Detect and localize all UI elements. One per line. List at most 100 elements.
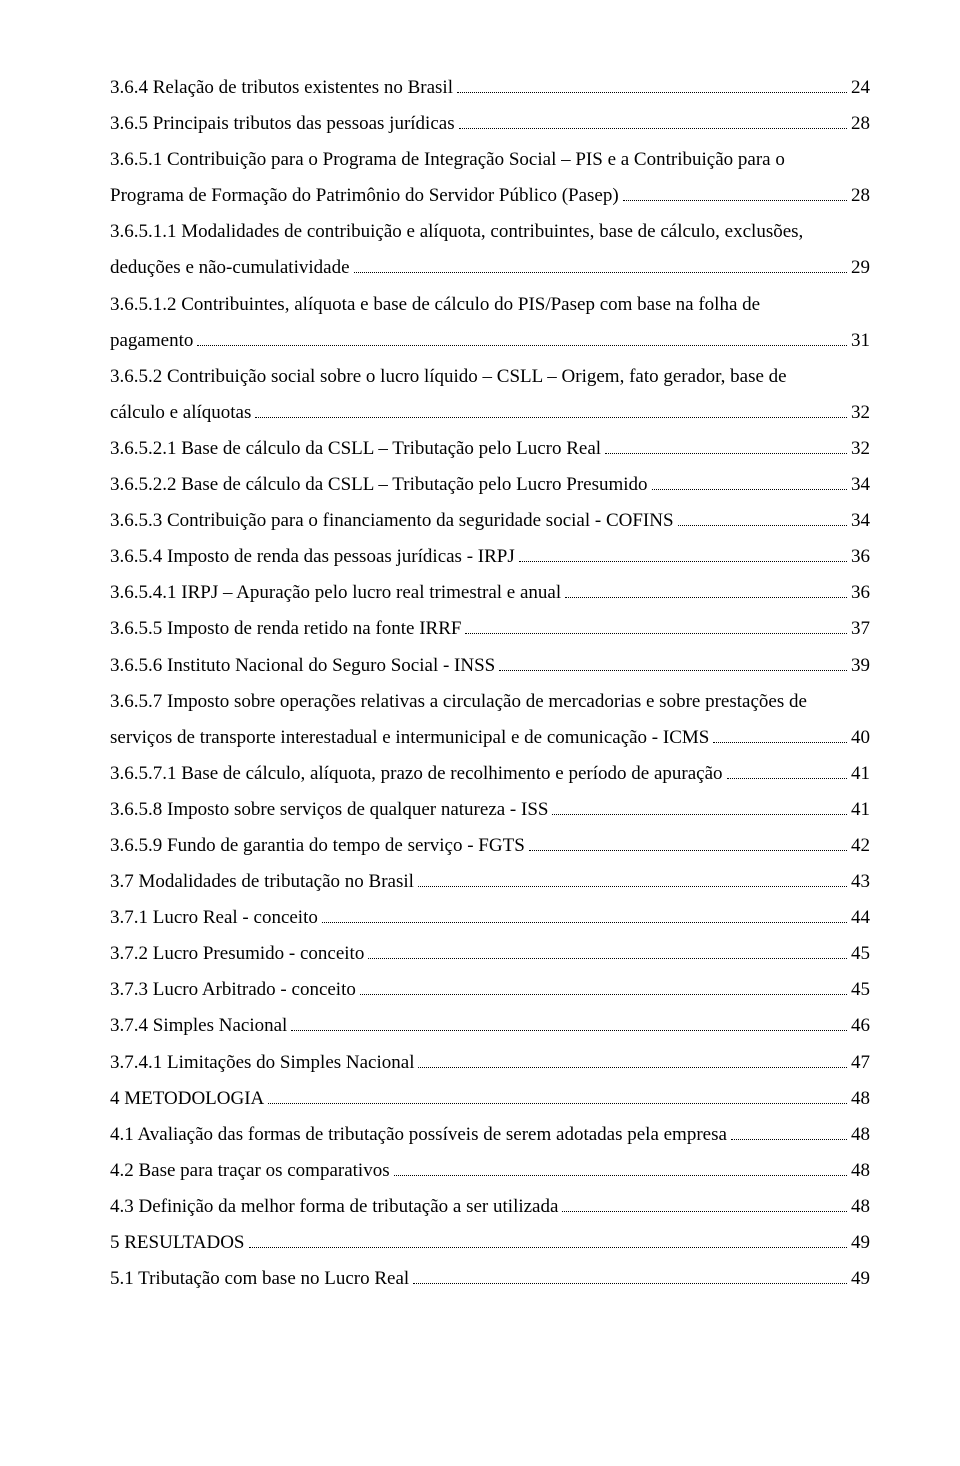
toc-entry: 3.6.5.5 Imposto de renda retido na fonte… <box>110 611 870 647</box>
toc-leader <box>731 1124 847 1139</box>
toc-entry: 4 METODOLOGIA48 <box>110 1081 870 1117</box>
toc-page-number: 43 <box>851 864 870 900</box>
toc-entry-line: 3.6.5.1.1 Modalidades de contribuição e … <box>110 214 870 250</box>
toc-entry: 3.6.5.6 Instituto Nacional do Seguro Soc… <box>110 648 870 684</box>
toc-entry: 3.7.2 Lucro Presumido - conceito45 <box>110 936 870 972</box>
toc-entry-text: Programa de Formação do Patrimônio do Se… <box>110 178 619 214</box>
toc-page: 3.6.4 Relação de tributos existentes no … <box>0 0 960 1466</box>
toc-page-number: 34 <box>851 503 870 539</box>
toc-page-number: 37 <box>851 611 870 647</box>
toc-entry-text: 3.6.5.4 Imposto de renda das pessoas jur… <box>110 539 515 575</box>
toc-entry: 3.7.4 Simples Nacional 46 <box>110 1008 870 1044</box>
toc-page-number: 24 <box>851 70 870 106</box>
toc-entry: 3.7 Modalidades de tributação no Brasil 4… <box>110 864 870 900</box>
toc-leader <box>519 547 847 562</box>
toc-leader <box>727 764 847 779</box>
toc-entry: 3.6.5.7.1 Base de cálculo, alíquota, pra… <box>110 756 870 792</box>
toc-entry: 3.6.5.3 Contribuição para o financiament… <box>110 503 870 539</box>
toc-entry: 3.6.5.2.2 Base de cálculo da CSLL – Trib… <box>110 467 870 503</box>
toc-entry: 5 RESULTADOS 49 <box>110 1225 870 1261</box>
toc-leader <box>322 908 847 923</box>
toc-page-number: 45 <box>851 972 870 1008</box>
toc-entry-text: 3.7.3 Lucro Arbitrado - conceito <box>110 972 356 1008</box>
toc-entry: 3.7.3 Lucro Arbitrado - conceito 45 <box>110 972 870 1008</box>
toc-leader <box>678 511 847 526</box>
toc-page-number: 28 <box>851 106 870 142</box>
toc-entry-text: 3.6.5.9 Fundo de garantia do tempo de se… <box>110 828 525 864</box>
toc-page-number: 32 <box>851 395 870 431</box>
toc-entry-line: 3.6.5.7 Imposto sobre operações relativa… <box>110 684 870 720</box>
toc-leader <box>413 1269 847 1284</box>
toc-page-number: 28 <box>851 178 870 214</box>
toc-entry-text: cálculo e alíquotas <box>110 395 251 431</box>
toc-entry: 4.2 Base para traçar os comparativos48 <box>110 1153 870 1189</box>
toc-leader <box>552 800 847 815</box>
toc-entry: 3.6.5.9 Fundo de garantia do tempo de se… <box>110 828 870 864</box>
toc-entry-text: 4.1 Avaliação das formas de tributação p… <box>110 1117 727 1153</box>
toc-page-number: 31 <box>851 323 870 359</box>
toc-entry-text: 3.6.5.2.1 Base de cálculo da CSLL – Trib… <box>110 431 601 467</box>
toc-entry: 5.1 Tributação com base no Lucro Real49 <box>110 1261 870 1297</box>
toc-page-number: 36 <box>851 539 870 575</box>
toc-entry-text: 3.6.5.8 Imposto sobre serviços de qualqu… <box>110 792 548 828</box>
toc-leader <box>565 583 847 598</box>
toc-page-number: 42 <box>851 828 870 864</box>
toc-entry: 3.6.5.8 Imposto sobre serviços de qualqu… <box>110 792 870 828</box>
toc-leader <box>394 1161 847 1176</box>
toc-entry-text: 3.7.4 Simples Nacional <box>110 1008 287 1044</box>
toc-entry-text: 3.6.5 Principais tributos das pessoas ju… <box>110 106 455 142</box>
toc-leader <box>360 980 847 995</box>
toc-entry: serviços de transporte interestadual e i… <box>110 720 870 756</box>
toc-leader <box>652 475 847 490</box>
toc-entry-text: 3.6.5.6 Instituto Nacional do Seguro Soc… <box>110 648 495 684</box>
toc-page-number: 46 <box>851 1008 870 1044</box>
toc-entry: 4.1 Avaliação das formas de tributação p… <box>110 1117 870 1153</box>
toc-entry: 3.6.5.4 Imposto de renda das pessoas jur… <box>110 539 870 575</box>
toc-entry: 3.7.4.1 Limitações do Simples Nacional47 <box>110 1045 870 1081</box>
toc-page-number: 44 <box>851 900 870 936</box>
toc-entry-text: serviços de transporte interestadual e i… <box>110 720 709 756</box>
toc-leader <box>268 1088 847 1103</box>
toc-entry-line: 3.6.5.1.2 Contribuintes, alíquota e base… <box>110 287 870 323</box>
toc-leader <box>354 258 847 273</box>
toc-entry-text: 3.6.5.5 Imposto de renda retido na fonte… <box>110 611 461 647</box>
toc-leader <box>465 619 847 634</box>
toc-entry: cálculo e alíquotas 32 <box>110 395 870 431</box>
toc-entry-text: 3.6.5.4.1 IRPJ – Apuração pelo lucro rea… <box>110 575 561 611</box>
toc-page-number: 45 <box>851 936 870 972</box>
toc-entry-text: 3.6.4 Relação de tributos existentes no … <box>110 70 453 106</box>
toc-entry-text: 3.7 Modalidades de tributação no Brasil <box>110 864 414 900</box>
toc-entry-text: deduções e não-cumulatividade <box>110 250 350 286</box>
toc-entry-line: 3.6.5.2 Contribuição social sobre o lucr… <box>110 359 870 395</box>
toc-page-number: 48 <box>851 1117 870 1153</box>
toc-leader <box>197 330 847 345</box>
toc-entry: 3.6.5.4.1 IRPJ – Apuração pelo lucro rea… <box>110 575 870 611</box>
toc-leader <box>418 1052 847 1067</box>
toc-leader <box>249 1233 848 1248</box>
toc-leader <box>459 114 847 129</box>
toc-page-number: 40 <box>851 720 870 756</box>
toc-leader <box>499 655 847 670</box>
toc-entry: Programa de Formação do Patrimônio do Se… <box>110 178 870 214</box>
toc-page-number: 49 <box>851 1225 870 1261</box>
toc-page-number: 48 <box>851 1189 870 1225</box>
toc-entry-text: 3.7.1 Lucro Real - conceito <box>110 900 318 936</box>
toc-entry-text: 4 METODOLOGIA <box>110 1081 264 1117</box>
toc-entry-text: 4.3 Definição da melhor forma de tributa… <box>110 1189 558 1225</box>
toc-entry: 3.6.5 Principais tributos das pessoas ju… <box>110 106 870 142</box>
toc-leader <box>623 186 847 201</box>
toc-page-number: 47 <box>851 1045 870 1081</box>
toc-page-number: 41 <box>851 792 870 828</box>
toc-entry: pagamento31 <box>110 323 870 359</box>
toc-leader <box>605 439 847 454</box>
toc-entry-text: 3.6.5.3 Contribuição para o financiament… <box>110 503 674 539</box>
toc-page-number: 32 <box>851 431 870 467</box>
toc-leader <box>418 872 847 887</box>
toc-entry: 4.3 Definição da melhor forma de tributa… <box>110 1189 870 1225</box>
toc-entry-text: 5 RESULTADOS <box>110 1225 245 1261</box>
toc-leader <box>713 727 847 742</box>
toc-leader <box>457 78 847 93</box>
toc-page-number: 34 <box>851 467 870 503</box>
toc-leader <box>255 403 847 418</box>
toc-entry-text: 5.1 Tributação com base no Lucro Real <box>110 1261 409 1297</box>
